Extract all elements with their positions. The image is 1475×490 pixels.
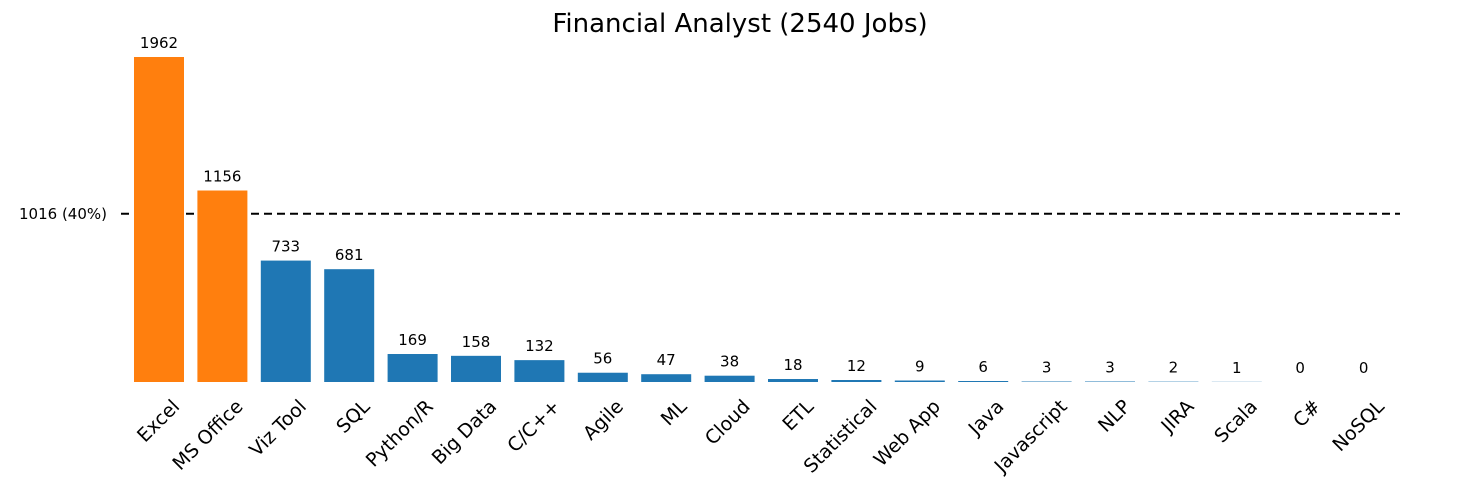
bar [134, 57, 184, 382]
bar-value-label: 38 [720, 353, 739, 371]
bar-value-label: 1 [1232, 359, 1242, 377]
bar [958, 381, 1009, 382]
bar-value-label: 733 [271, 238, 300, 256]
chart-title: Financial Analyst (2540 Jobs) [552, 9, 927, 39]
x-tick-label: ML [657, 395, 692, 430]
bar [387, 354, 438, 382]
bar [831, 380, 882, 382]
bars-group [134, 57, 1262, 382]
x-tick-label: JIRA [1156, 396, 1198, 438]
x-tick-label: C# [1289, 396, 1325, 432]
bar-value-label: 0 [1359, 359, 1369, 377]
x-tick-label: Python/R [362, 396, 438, 472]
x-tick-label: NLP [1094, 396, 1135, 437]
x-tick-label: Viz Tool [245, 396, 311, 462]
bar [704, 375, 755, 382]
bar [260, 260, 311, 382]
x-tick-label: SQL [332, 395, 374, 437]
x-tick-label: Web App [870, 396, 945, 471]
bar [324, 269, 375, 382]
x-tick-label: ETL [778, 395, 818, 435]
x-tick-label: Excel [133, 396, 184, 447]
x-tick-label: Java [964, 396, 1009, 441]
bar-value-label: 2 [1169, 359, 1179, 377]
bar-value-label: 3 [1105, 359, 1115, 377]
bar-value-label: 169 [398, 331, 427, 349]
bar-value-label: 12 [847, 357, 866, 375]
value-labels-group: 1962 1156 733 681 169 158 132 56 47 38 18 12 9 6 3 3 2 1 0… [140, 34, 1368, 377]
bar [768, 379, 818, 382]
bar-value-label: 18 [783, 356, 802, 374]
bar [641, 374, 692, 382]
bar-value-label: 56 [593, 350, 612, 368]
bar-value-label: 3 [1042, 359, 1052, 377]
threshold-label: 1016 (40%) [19, 205, 107, 223]
bar-value-label: 47 [657, 351, 676, 369]
bar [514, 360, 565, 382]
x-tick-label: C/C++ [503, 396, 564, 457]
bar-value-label: 681 [335, 246, 364, 264]
x-tick-label: Big Data [428, 396, 501, 469]
x-tick-label: Agile [579, 396, 628, 445]
bar [197, 190, 248, 382]
x-tick-label: NoSQL [1328, 395, 1389, 456]
bar-value-label: 1156 [203, 168, 241, 186]
bar-value-label: 158 [462, 333, 491, 351]
threshold-group: 1016 (40%) [19, 205, 1400, 223]
bar-value-label: 1962 [140, 34, 178, 52]
bar [451, 355, 501, 382]
bar-value-label: 132 [525, 337, 554, 355]
bar [894, 380, 945, 382]
bar-value-label: 6 [978, 358, 988, 376]
x-tick-label: Cloud [701, 396, 755, 450]
bar-value-label: 0 [1295, 359, 1305, 377]
x-tick-label: Scala [1210, 396, 1262, 448]
bar [577, 372, 628, 382]
bar-value-label: 9 [915, 358, 925, 376]
